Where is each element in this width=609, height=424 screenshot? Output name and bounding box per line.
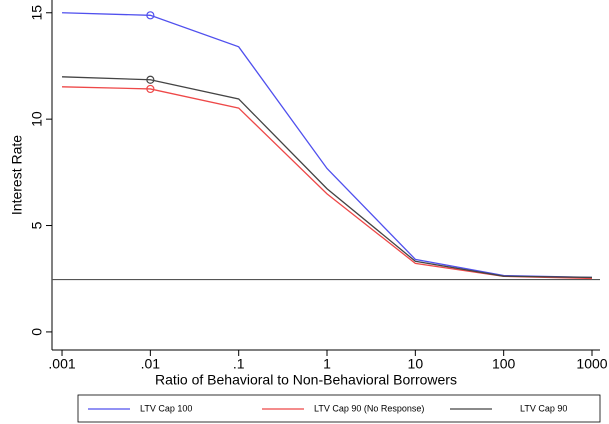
y-tick-label: 5 [29, 221, 45, 229]
legend-label: LTV Cap 100 [140, 403, 192, 413]
legend-label: LTV Cap 90 [520, 403, 567, 413]
x-tick-label: 1000 [576, 356, 607, 372]
y-axis-label: Interest Rate [9, 135, 25, 215]
x-tick-label: .001 [48, 356, 75, 372]
x-axis-label: Ratio of Behavioral to Non-Behavioral Bo… [155, 372, 457, 388]
y-tick-label: 10 [29, 111, 45, 127]
legend: LTV Cap 100 LTV Cap 90 (No Response) LTV C… [88, 403, 567, 413]
x-tick-label: .1 [233, 356, 245, 372]
x-tick-label: 1 [323, 356, 331, 372]
point-marker [146, 84, 155, 94]
y-tick-label: 0 [29, 328, 45, 336]
x-tick-label: 100 [492, 356, 516, 372]
y-tick-label: 15 [29, 5, 45, 21]
line-series [62, 76, 593, 279]
point-marker [146, 11, 155, 20]
x-tick-label: .01 [141, 356, 161, 372]
line-series [62, 12, 593, 279]
legend-label: LTV Cap 90 (No Response) [314, 403, 424, 413]
point-marker [146, 75, 155, 84]
x-tick-label: 10 [408, 356, 424, 372]
line-series [62, 86, 593, 280]
legend-box [77, 394, 601, 423]
